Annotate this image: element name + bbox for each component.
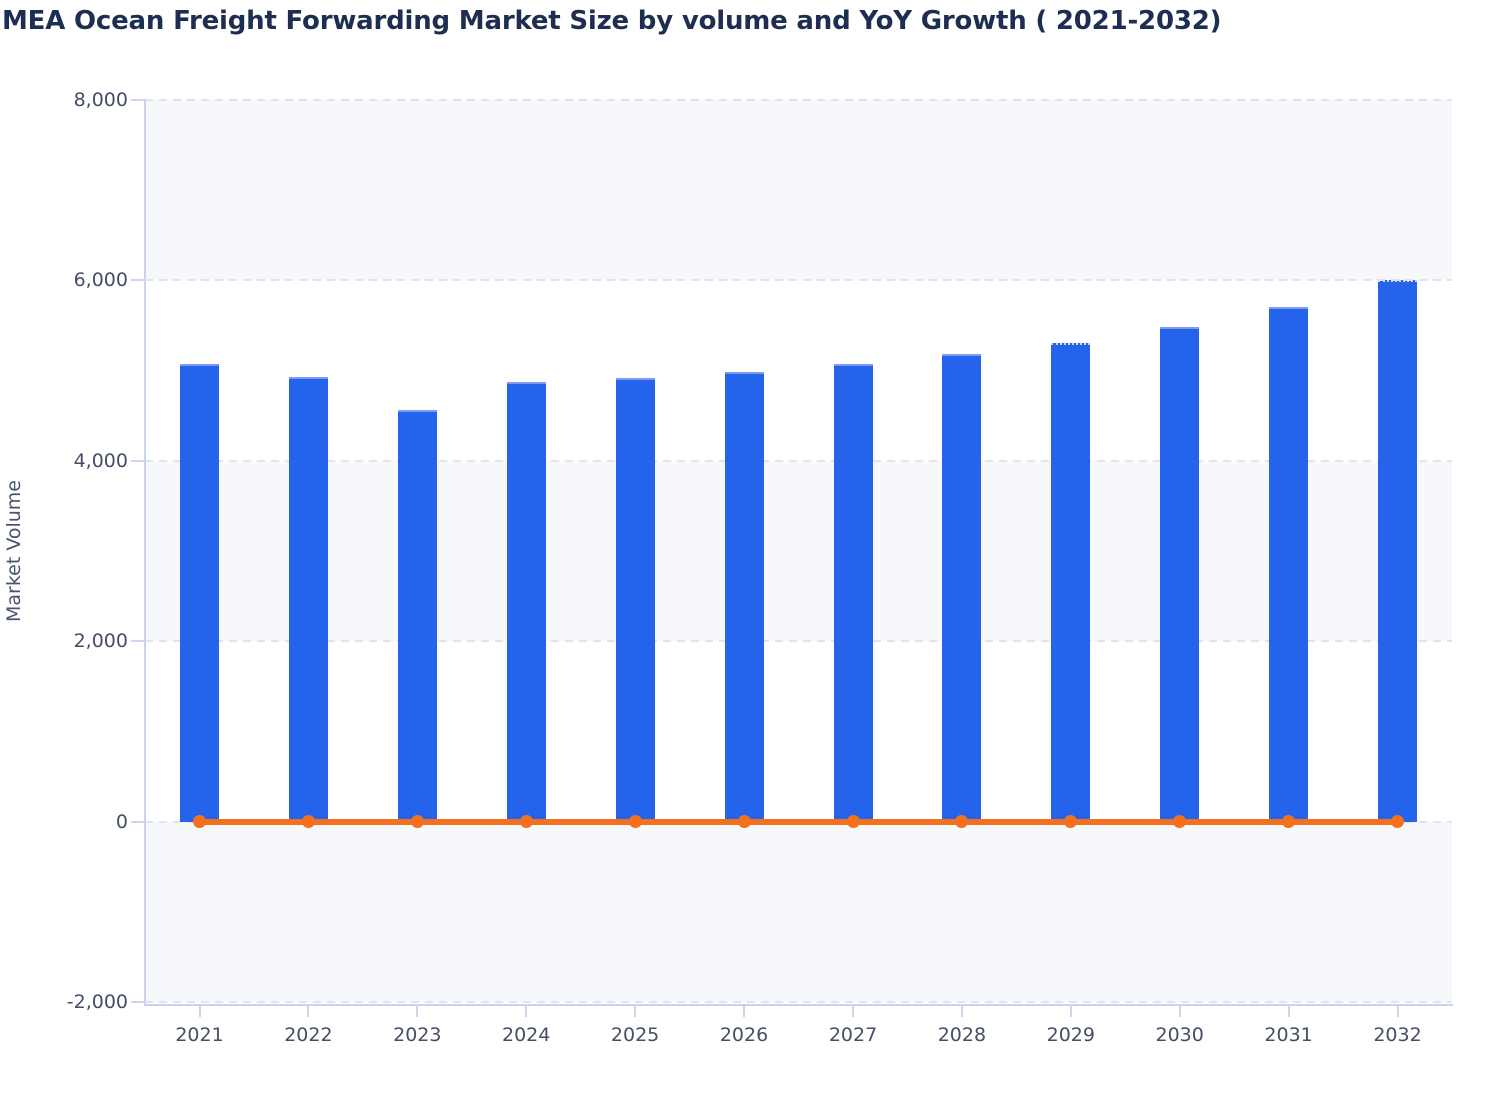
x-tick-label-2023: 2023: [393, 1024, 442, 1046]
y-axis-tick: [131, 459, 145, 462]
bar-2029[interactable]: [1051, 342, 1091, 822]
x-axis-tick: [198, 1006, 201, 1017]
x-axis-line: [144, 1004, 1453, 1006]
chart-title: MEA Ocean Freight Forwarding Market Size…: [2, 6, 1222, 36]
y-axis-tick: [131, 640, 145, 643]
bar-2030[interactable]: [1160, 327, 1200, 822]
line-marker-2021[interactable]: [193, 815, 206, 829]
line-marker-2022[interactable]: [301, 815, 315, 829]
plot-band: [145, 460, 1452, 642]
x-axis-tick: [1178, 1006, 1181, 1017]
bar-2031[interactable]: [1269, 306, 1309, 822]
line-marker-2029[interactable]: [1064, 815, 1078, 829]
bar-2027[interactable]: [833, 363, 873, 822]
line-marker-2024[interactable]: [519, 815, 533, 829]
x-axis-tick: [1396, 1006, 1399, 1017]
bar-2024[interactable]: [506, 382, 546, 822]
x-tick-label-2022: 2022: [284, 1024, 333, 1046]
gridline: [145, 459, 1452, 462]
y-tick-label: 4,000: [73, 449, 128, 472]
x-axis-tick: [1287, 1006, 1290, 1017]
y-tick-label: 2,000: [73, 630, 128, 653]
y-axis-tick: [131, 820, 145, 823]
x-axis-tick: [1069, 1006, 1072, 1017]
y-axis-tick: [131, 1001, 145, 1003]
plot-band: [145, 100, 1452, 281]
x-tick-label-2021: 2021: [175, 1024, 224, 1046]
gridline: [145, 1001, 1452, 1003]
x-tick-label-2024: 2024: [502, 1024, 551, 1046]
x-tick-label-2027: 2027: [828, 1024, 878, 1046]
x-axis-tick: [743, 1006, 745, 1017]
y-axis-tick: [131, 279, 145, 282]
gridline: [145, 640, 1452, 643]
y-tick-label: 6,000: [73, 269, 128, 292]
yoy-growth-line: [193, 818, 1404, 825]
x-tick-label-2026: 2026: [719, 1024, 769, 1046]
gridline: [145, 99, 1452, 101]
x-tick-label-2031: 2031: [1264, 1024, 1313, 1046]
line-marker-2027[interactable]: [846, 815, 860, 829]
bar-2028[interactable]: [942, 354, 982, 822]
y-tick-label: -2,000: [66, 991, 128, 1013]
line-marker-2025[interactable]: [628, 815, 642, 829]
bar-2025[interactable]: [615, 377, 655, 822]
x-axis-tick: [307, 1006, 310, 1017]
bar-2021[interactable]: [180, 364, 219, 822]
x-tick-label-2028: 2028: [937, 1024, 987, 1046]
x-axis-tick: [634, 1006, 637, 1017]
bar-2023[interactable]: [397, 410, 437, 822]
x-axis-tick: [960, 1006, 963, 1017]
x-axis-tick: [525, 1006, 528, 1017]
y-tick-label: 8,000: [73, 89, 128, 111]
y-axis-line: [144, 100, 146, 1004]
bar-2032[interactable]: [1378, 280, 1417, 822]
line-marker-2031[interactable]: [1282, 815, 1296, 829]
x-axis-tick: [416, 1006, 419, 1017]
bar-2022[interactable]: [288, 376, 328, 822]
x-axis-tick: [852, 1006, 854, 1017]
y-axis-tick: [131, 99, 145, 101]
x-tick-label-2025: 2025: [610, 1024, 660, 1046]
plot-band: [145, 821, 1452, 1002]
gridline: [145, 279, 1452, 282]
line-marker-2032[interactable]: [1391, 815, 1404, 829]
x-tick-label-2032: 2032: [1373, 1024, 1422, 1046]
line-marker-2030[interactable]: [1173, 815, 1187, 829]
y-axis-title: Market Volume: [3, 479, 25, 623]
line-marker-2026[interactable]: [737, 815, 751, 829]
x-tick-label-2030: 2030: [1155, 1024, 1204, 1046]
x-tick-label-2029: 2029: [1046, 1024, 1095, 1046]
line-marker-2023[interactable]: [410, 815, 424, 829]
y-tick-label: 0: [115, 810, 128, 833]
bar-2026[interactable]: [724, 371, 764, 822]
line-marker-2028[interactable]: [955, 815, 969, 829]
